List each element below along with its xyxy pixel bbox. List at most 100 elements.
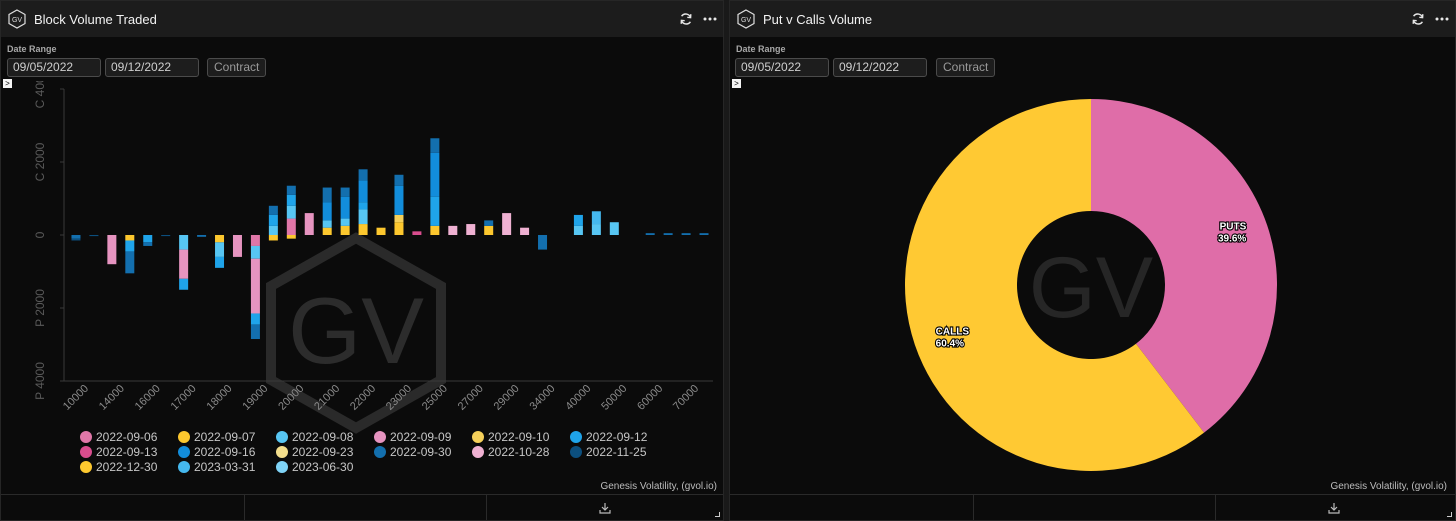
bar-segment[interactable] bbox=[179, 279, 188, 290]
bar-segment[interactable] bbox=[287, 195, 296, 206]
bar-segment[interactable] bbox=[287, 186, 296, 195]
bar-segment[interactable] bbox=[412, 231, 421, 235]
bar-segment[interactable] bbox=[359, 202, 368, 209]
legend-item[interactable]: 2022-09-10 bbox=[472, 430, 550, 444]
resize-corner-icon[interactable] bbox=[715, 512, 720, 517]
bar-segment[interactable] bbox=[341, 197, 350, 219]
bar-segment[interactable] bbox=[377, 228, 386, 235]
date-to-input[interactable]: 09/12/2022 bbox=[105, 58, 199, 77]
bar-segment[interactable] bbox=[341, 226, 350, 235]
legend-item[interactable]: 2023-06-30 bbox=[276, 460, 354, 474]
legend-item[interactable]: 2022-09-08 bbox=[276, 430, 354, 444]
bar-segment[interactable] bbox=[430, 197, 439, 226]
bar-segment[interactable] bbox=[179, 250, 188, 279]
bar-segment[interactable] bbox=[430, 226, 439, 235]
bar-segment[interactable] bbox=[646, 233, 655, 235]
legend-item[interactable]: 2022-09-06 bbox=[80, 430, 158, 444]
bar-segment[interactable] bbox=[700, 233, 709, 235]
bar-segment[interactable] bbox=[341, 219, 350, 226]
bar-segment[interactable] bbox=[664, 233, 673, 235]
contract-button[interactable]: Contract bbox=[936, 58, 995, 77]
bar-segment[interactable] bbox=[125, 240, 134, 251]
bar-segment[interactable] bbox=[323, 220, 332, 227]
bar-segment[interactable] bbox=[179, 235, 188, 250]
bar-segment[interactable] bbox=[269, 215, 278, 226]
legend-item[interactable]: 2022-12-30 bbox=[80, 460, 158, 474]
bar-segment[interactable] bbox=[323, 202, 332, 220]
bar-segment[interactable] bbox=[89, 235, 98, 236]
bar-segment[interactable] bbox=[143, 242, 152, 246]
bar-segment[interactable] bbox=[574, 215, 583, 226]
bar-segment[interactable] bbox=[682, 233, 691, 235]
bar-segment[interactable] bbox=[466, 224, 475, 235]
more-horizontal-icon[interactable] bbox=[1435, 12, 1449, 26]
legend-item[interactable]: 2022-10-28 bbox=[472, 445, 550, 459]
bar-segment[interactable] bbox=[287, 235, 296, 239]
bar-segment[interactable] bbox=[394, 215, 403, 222]
bar-segment[interactable] bbox=[359, 169, 368, 180]
legend-item[interactable]: 2022-11-25 bbox=[570, 445, 647, 459]
bar-segment[interactable] bbox=[71, 239, 80, 241]
bar-segment[interactable] bbox=[251, 324, 260, 339]
bar-segment[interactable] bbox=[574, 226, 583, 235]
download-icon[interactable] bbox=[599, 502, 611, 514]
bar-segment[interactable] bbox=[251, 259, 260, 314]
bar-segment[interactable] bbox=[125, 251, 134, 273]
legend-item[interactable]: 2022-09-16 bbox=[178, 445, 256, 459]
bar-segment[interactable] bbox=[323, 188, 332, 203]
bar-segment[interactable] bbox=[251, 246, 260, 259]
bar-segment[interactable] bbox=[161, 235, 170, 236]
bar-segment[interactable] bbox=[251, 235, 260, 246]
resize-corner-icon[interactable] bbox=[1447, 512, 1452, 517]
refresh-icon[interactable] bbox=[679, 12, 693, 26]
date-from-input[interactable]: 09/05/2022 bbox=[735, 58, 829, 77]
bar-segment[interactable] bbox=[502, 213, 511, 235]
bar-segment[interactable] bbox=[484, 226, 493, 235]
bar-segment[interactable] bbox=[269, 226, 278, 235]
legend-item[interactable]: 2022-09-13 bbox=[80, 445, 158, 459]
bar-segment[interactable] bbox=[484, 220, 493, 225]
bar-segment[interactable] bbox=[269, 206, 278, 215]
legend-item[interactable]: 2023-03-31 bbox=[178, 460, 256, 474]
more-horizontal-icon[interactable] bbox=[703, 12, 717, 26]
bar-segment[interactable] bbox=[71, 235, 80, 239]
bar-segment[interactable] bbox=[197, 235, 206, 237]
date-from-input[interactable]: 09/05/2022 bbox=[7, 58, 101, 77]
bar-segment[interactable] bbox=[125, 235, 134, 240]
bar-segment[interactable] bbox=[251, 313, 260, 324]
bar-segment[interactable] bbox=[394, 175, 403, 186]
bar-segment[interactable] bbox=[359, 180, 368, 202]
bar-segment[interactable] bbox=[215, 242, 224, 257]
bar-segment[interactable] bbox=[359, 209, 368, 224]
bar-segment[interactable] bbox=[323, 228, 332, 235]
bar-segment[interactable] bbox=[592, 211, 601, 224]
bar-segment[interactable] bbox=[107, 235, 116, 264]
bar-segment[interactable] bbox=[592, 224, 601, 235]
contract-button[interactable]: Contract bbox=[207, 58, 266, 77]
download-icon[interactable] bbox=[1328, 502, 1340, 514]
legend-item[interactable]: 2022-09-07 bbox=[178, 430, 256, 444]
bar-segment[interactable] bbox=[341, 188, 350, 197]
legend-item[interactable]: 2022-09-09 bbox=[374, 430, 452, 444]
bar-segment[interactable] bbox=[430, 138, 439, 153]
legend-item[interactable]: 2022-09-30 bbox=[374, 445, 452, 459]
bar-segment[interactable] bbox=[610, 222, 619, 235]
date-to-input[interactable]: 09/12/2022 bbox=[833, 58, 927, 77]
bar-segment[interactable] bbox=[215, 235, 224, 242]
refresh-icon[interactable] bbox=[1411, 12, 1425, 26]
bar-segment[interactable] bbox=[359, 224, 368, 235]
legend-item[interactable]: 2022-09-23 bbox=[276, 445, 354, 459]
bar-segment[interactable] bbox=[394, 186, 403, 215]
bar-segment[interactable] bbox=[215, 257, 224, 268]
bar-segment[interactable] bbox=[287, 219, 296, 235]
bar-segment[interactable] bbox=[448, 226, 457, 235]
bar-segment[interactable] bbox=[143, 235, 152, 242]
bar-segment[interactable] bbox=[520, 228, 529, 235]
bar-segment[interactable] bbox=[394, 222, 403, 235]
bar-segment[interactable] bbox=[269, 235, 278, 240]
bar-segment[interactable] bbox=[430, 153, 439, 197]
bar-segment[interactable] bbox=[233, 235, 242, 257]
bar-segment[interactable] bbox=[538, 235, 547, 250]
bar-segment[interactable] bbox=[305, 213, 314, 235]
legend-item[interactable]: 2022-09-12 bbox=[570, 430, 648, 444]
